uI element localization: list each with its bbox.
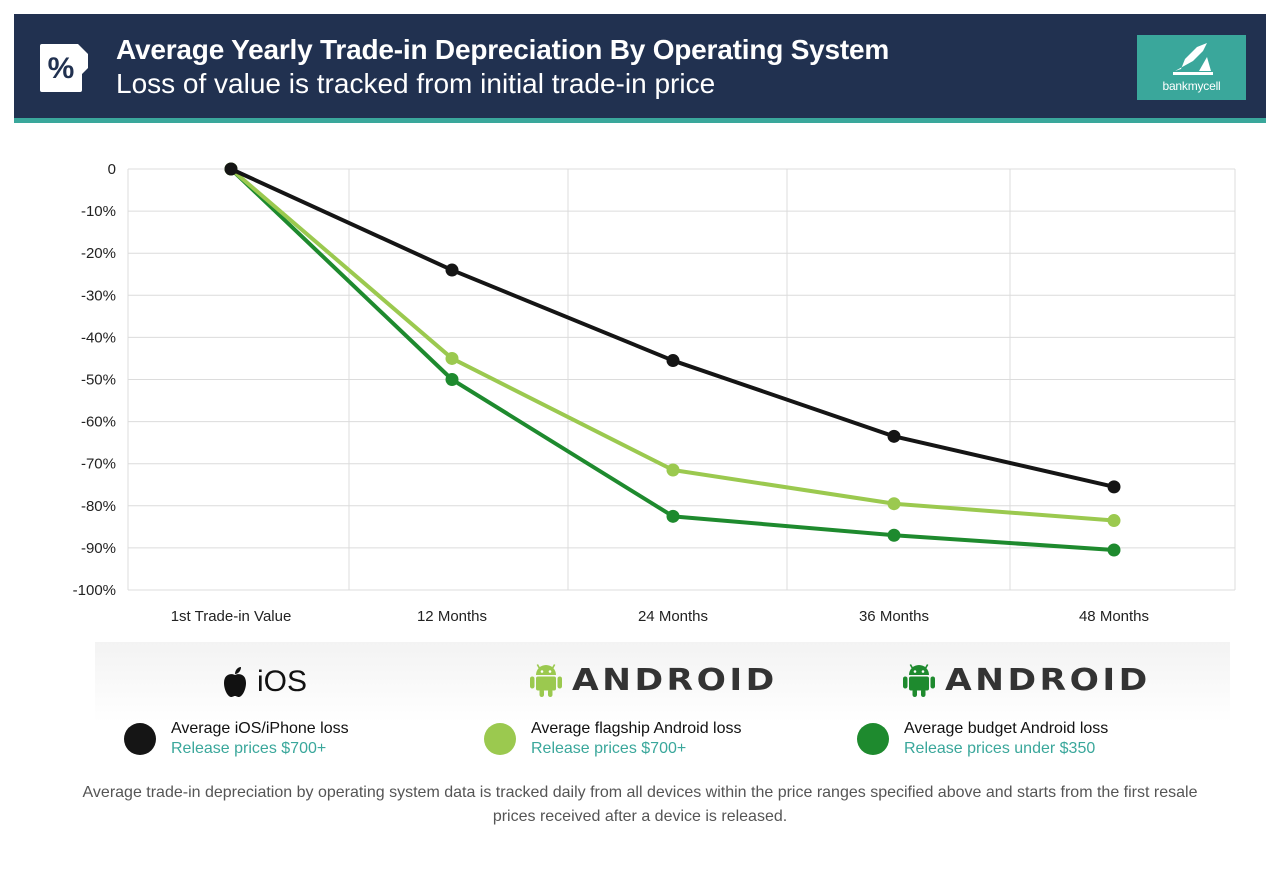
data-point <box>887 497 901 511</box>
y-tick-label: -100% <box>73 582 116 599</box>
bankmycell-logo[interactable]: bankmycell <box>1137 35 1246 100</box>
legend-band <box>95 642 1230 722</box>
page-subtitle: Loss of value is tracked from initial tr… <box>116 68 716 99</box>
svg-text:%: % <box>48 52 75 85</box>
y-tick-label: -40% <box>81 329 116 346</box>
series-line <box>230 167 1115 489</box>
data-point <box>887 429 901 443</box>
data-point <box>445 263 459 277</box>
y-tick-label: -90% <box>81 540 116 557</box>
data-point <box>666 463 680 477</box>
android-brand-flagship: ANDROID <box>530 662 774 698</box>
data-point <box>1107 514 1121 528</box>
data-point <box>224 162 238 176</box>
legend-name: Average flagship Android loss <box>531 720 742 737</box>
ios-brand: iOS <box>221 664 307 700</box>
data-point <box>666 509 680 523</box>
legend-sub: Release prices $700+ <box>531 740 687 757</box>
percent-badge-icon: % <box>40 44 88 92</box>
line-chart: 0 -10% -20% -30% -40% -50% -60% -70% -80% -90% -10… <box>73 161 1236 625</box>
android-label: ANDROID <box>572 662 778 698</box>
data-point <box>1107 480 1121 494</box>
data-point <box>445 373 459 386</box>
y-tick-label: 0 <box>108 161 116 178</box>
y-tick-label: -70% <box>81 456 116 473</box>
logo-text: bankmycell <box>1162 79 1221 93</box>
y-tick-label: -20% <box>81 245 116 262</box>
data-point <box>445 351 459 365</box>
page-title: Average Yearly Trade-in Depreciation By … <box>116 34 890 65</box>
legend-dot <box>857 723 889 755</box>
legend-name: Average iOS/iPhone loss <box>171 720 349 737</box>
legend-name: Average budget Android loss <box>904 720 1109 737</box>
y-tick-label: -50% <box>81 372 116 389</box>
x-tick-label: 48 Months <box>1079 608 1149 625</box>
legend-dot <box>124 723 156 755</box>
android-brand-budget: ANDROID <box>903 662 1147 698</box>
android-label: ANDROID <box>945 662 1151 698</box>
y-tick-label: -10% <box>81 203 116 220</box>
legend-item-ios: Average iOS/iPhone loss Release prices $… <box>124 719 349 759</box>
y-tick-label: -30% <box>81 287 116 304</box>
legend-sub: Release prices $700+ <box>171 740 327 757</box>
data-point <box>1107 543 1121 557</box>
ios-label: iOS <box>257 665 308 698</box>
android-robot-icon <box>530 664 562 697</box>
apple-icon <box>224 667 246 697</box>
legend-item-budget-android: Average budget Android loss Release pric… <box>857 719 1108 759</box>
footnote: Average trade-in depreciation by operati… <box>82 784 1198 825</box>
y-tick-label: -60% <box>81 414 116 431</box>
x-tick-label: 1st Trade-in Value <box>171 608 292 625</box>
header-banner <box>14 14 1266 123</box>
x-tick-label: 12 Months <box>417 608 487 625</box>
y-tick-label: -80% <box>81 498 116 515</box>
data-point <box>666 354 680 368</box>
legend-sub: Release prices under $350 <box>904 740 1096 757</box>
legend-item-flagship-android: Average flagship Android loss Release pr… <box>484 719 742 759</box>
data-point <box>887 528 901 542</box>
legend-dot <box>484 723 516 755</box>
bankmycell-logo-icon <box>1173 43 1213 75</box>
x-tick-label: 36 Months <box>859 608 929 625</box>
x-tick-label: 24 Months <box>638 608 708 625</box>
android-robot-icon <box>903 664 935 697</box>
